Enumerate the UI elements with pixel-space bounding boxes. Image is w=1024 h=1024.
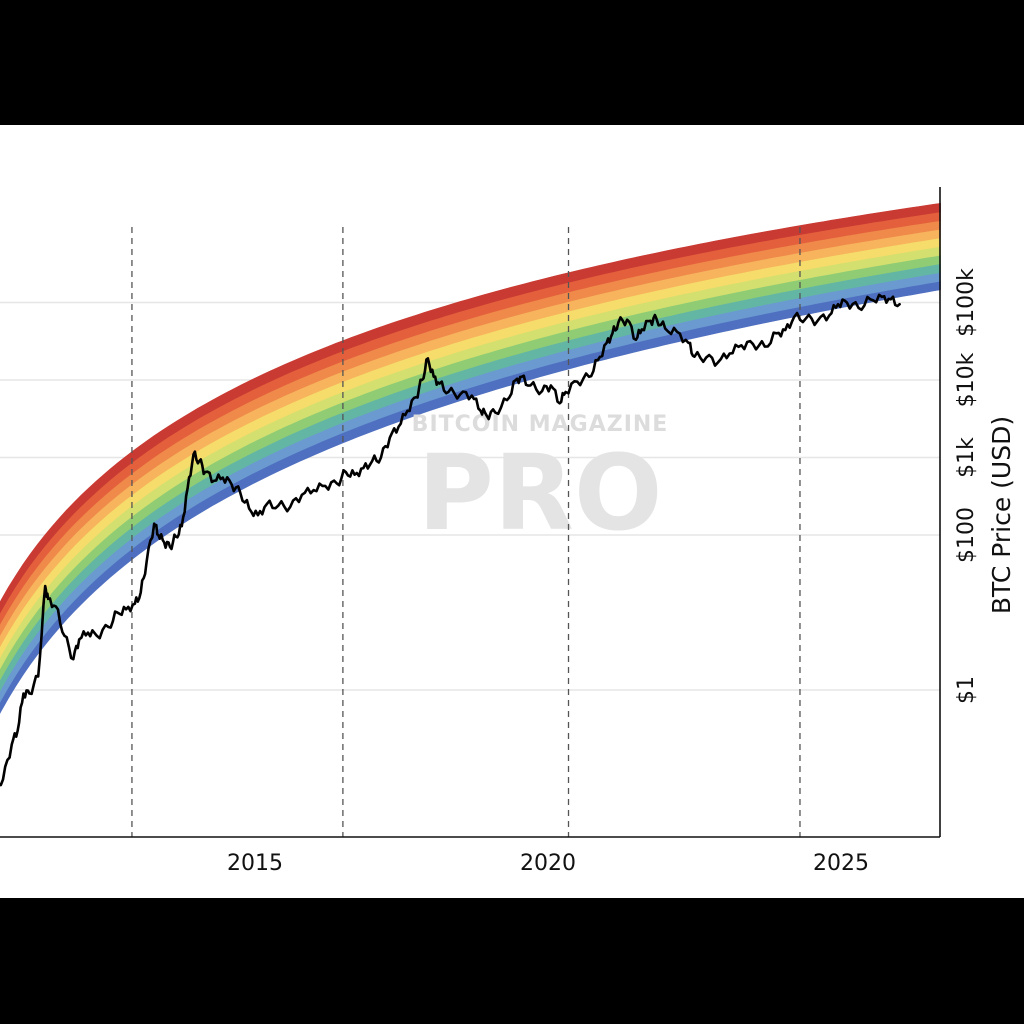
watermark-line2: PRO bbox=[418, 432, 663, 554]
chart-frame: BITCOIN MAGAZINE PRO 2015 2020 2025 $1 $100… bbox=[0, 125, 1024, 898]
y-tick-label-1: $100 bbox=[954, 507, 979, 563]
y-tick-labels: $1 $100 $1k $10k $100k bbox=[954, 268, 979, 704]
rainbow-chart: BITCOIN MAGAZINE PRO 2015 2020 2025 $1 $100… bbox=[0, 187, 1016, 876]
y-axis-title: BTC Price (USD) bbox=[987, 416, 1016, 614]
x-tick-label-1: 2020 bbox=[520, 851, 576, 876]
y-tick-label-2: $1k bbox=[954, 437, 979, 478]
x-tick-labels: 2015 2020 2025 bbox=[227, 851, 869, 876]
y-tick-label-0: $1 bbox=[954, 676, 979, 704]
watermark-logo: BITCOIN MAGAZINE PRO bbox=[412, 412, 669, 554]
watermark-line1: BITCOIN MAGAZINE bbox=[412, 412, 669, 437]
y-tick-label-3: $10k bbox=[954, 352, 979, 407]
x-tick-label-2: 2025 bbox=[813, 851, 869, 876]
halving-lines bbox=[131, 227, 801, 837]
price-line-0 bbox=[0, 293, 901, 787]
axes bbox=[0, 187, 941, 838]
y-tick-label-4: $100k bbox=[954, 268, 979, 337]
x-tick-label-0: 2015 bbox=[227, 851, 283, 876]
price-series bbox=[0, 293, 901, 787]
